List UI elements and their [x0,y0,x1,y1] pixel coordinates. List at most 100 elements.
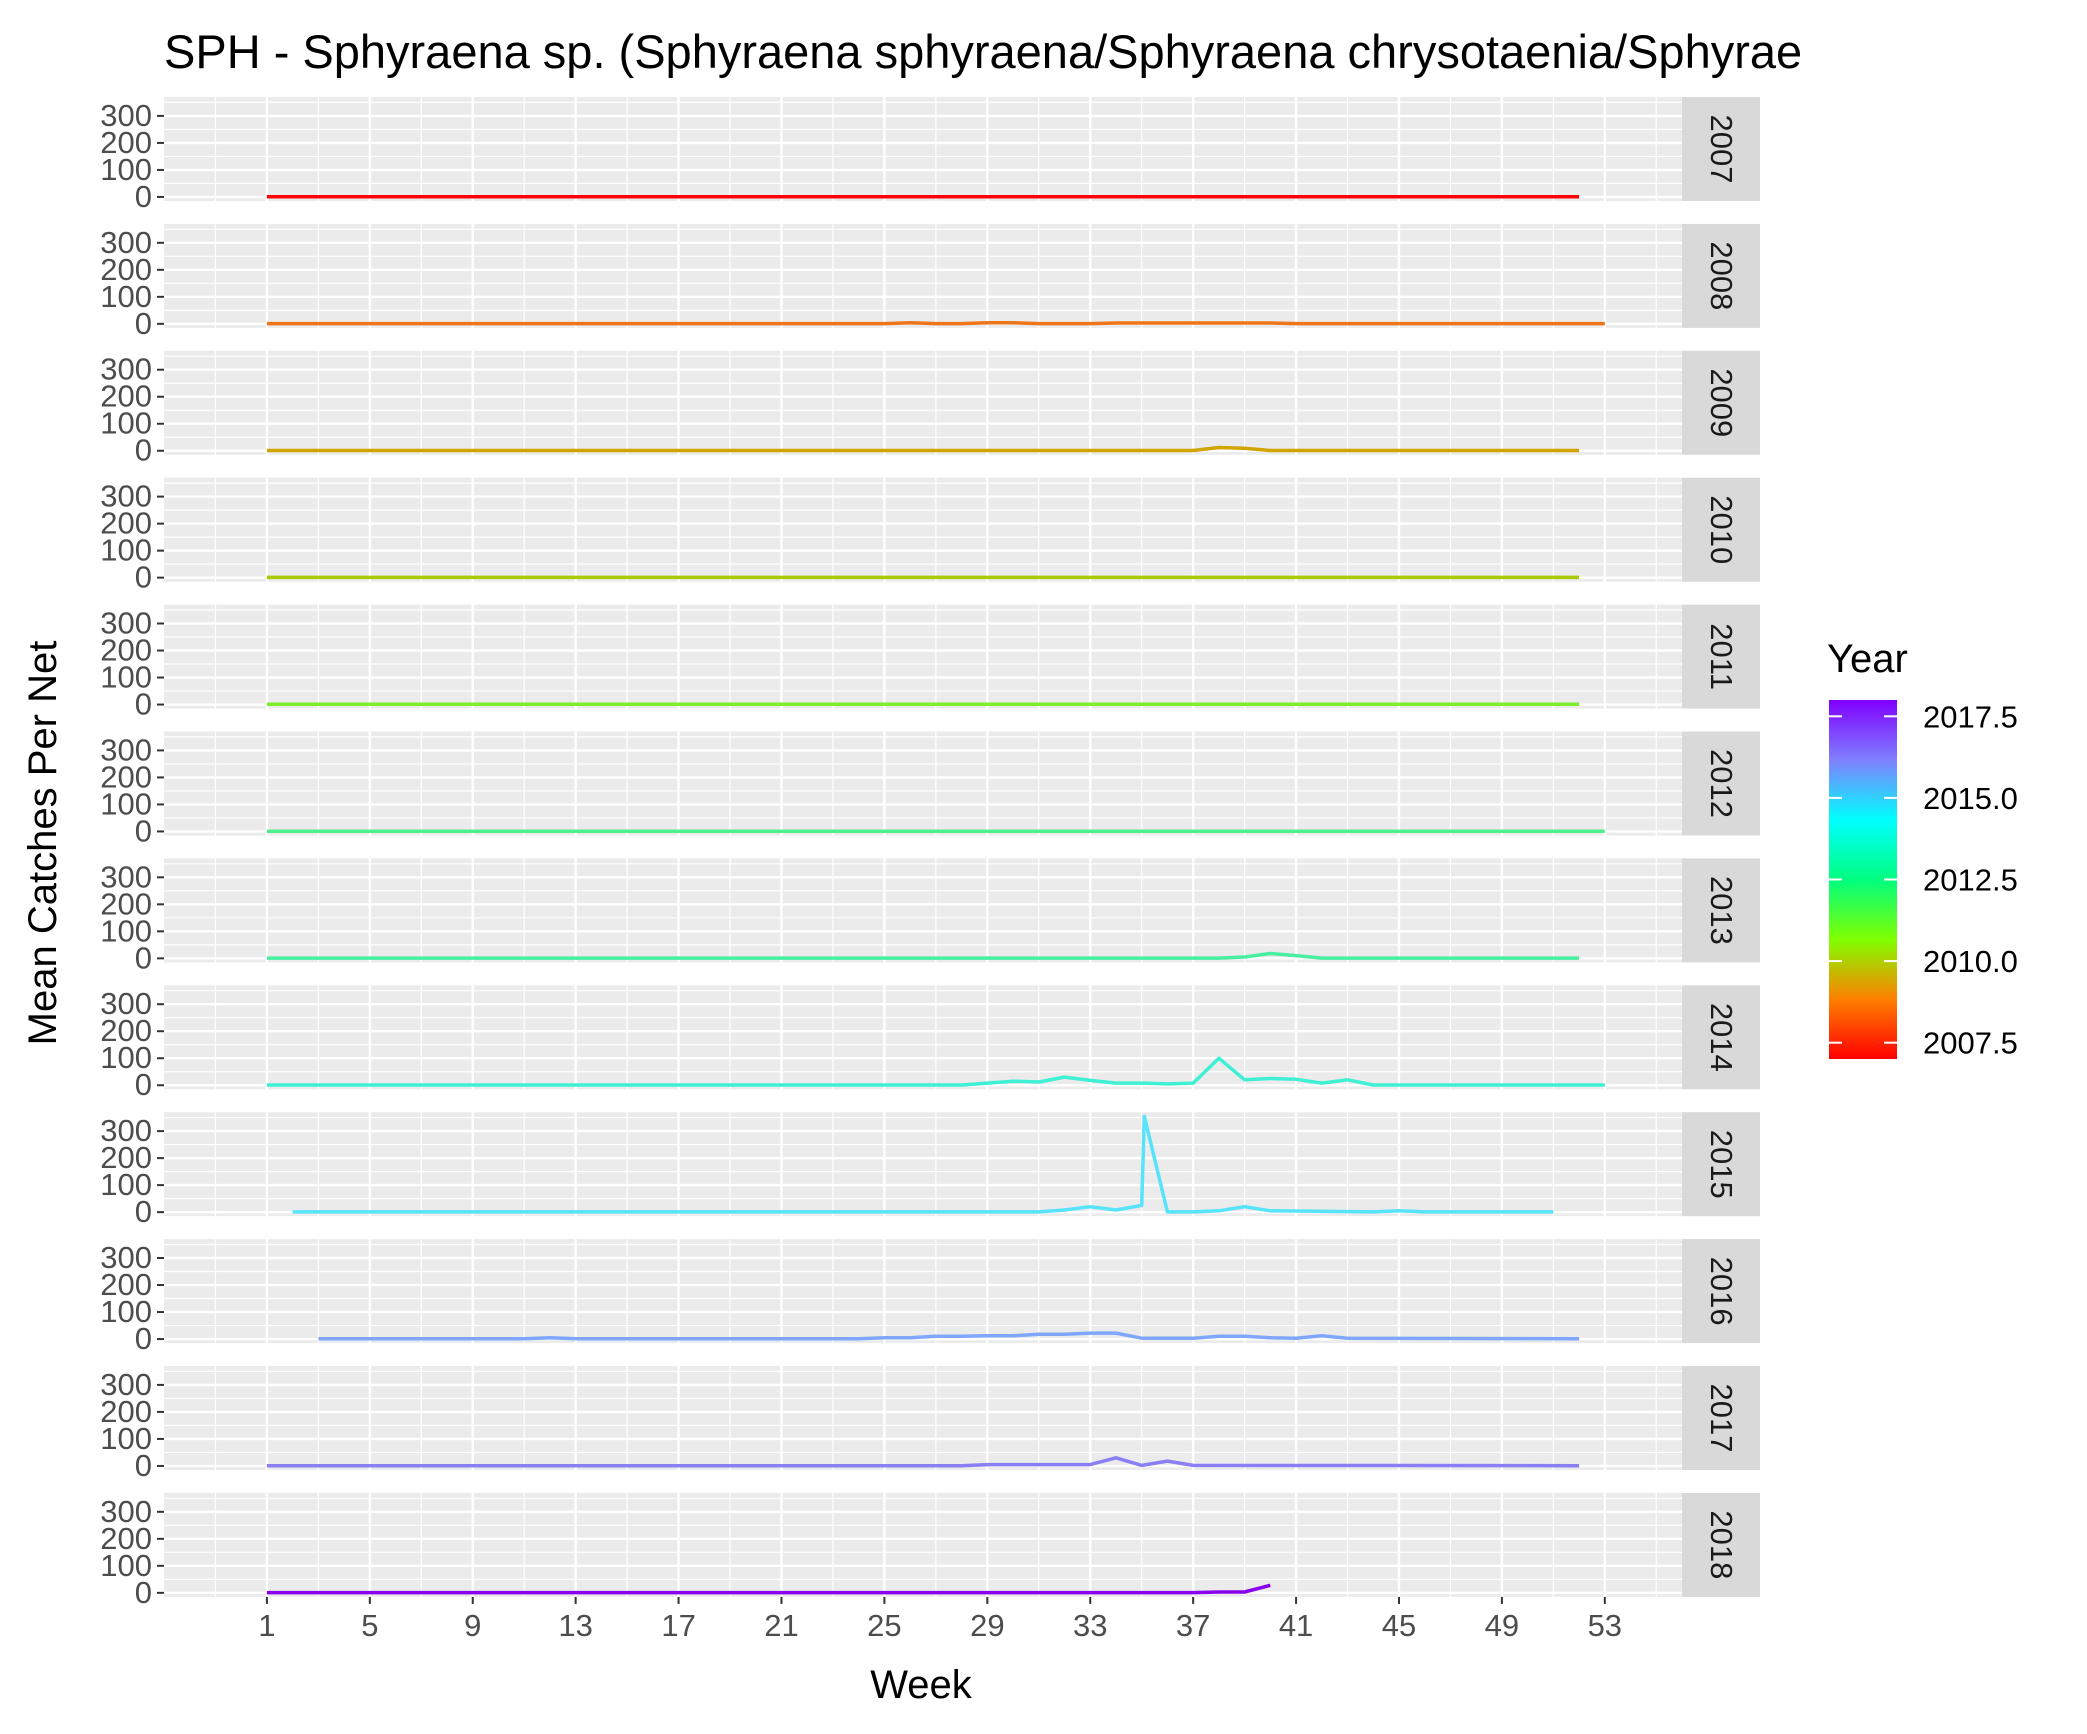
series-line-2016 [318,1331,1580,1341]
facet-strip-label: 2018 [1704,1510,1739,1579]
x-tick-label: 29 [970,1608,1004,1643]
y-tick-label: 100 [100,533,152,568]
x-tick-label: 13 [558,1608,592,1643]
panel-background [164,731,1682,836]
y-tick-label: 200 [100,759,152,794]
y-tick-label: 300 [100,225,152,260]
y-tick-label: 200 [100,1140,152,1175]
facet-strip-label: 2010 [1704,495,1739,564]
panel-background [164,223,1682,328]
y-tick-label: 300 [100,1494,152,1529]
x-tick-label: 53 [1588,1608,1622,1643]
facet-strip [1682,604,1760,709]
panel-background [164,477,1682,582]
y-tick-label: 300 [100,986,152,1021]
facet-strip-label: 2015 [1704,1130,1739,1199]
y-tick-label: 100 [100,1167,152,1202]
series-line-2017 [266,1456,1580,1468]
y-tick-label: 100 [100,1548,152,1583]
y-tick-label: 100 [100,786,152,821]
facet-strip-label: 2014 [1704,1003,1739,1072]
y-tick-label: 100 [100,279,152,314]
y-tick-label: 0 [135,1194,152,1229]
panel-background [164,858,1682,963]
x-tick-label: 1 [258,1608,275,1643]
y-tick-label: 200 [100,506,152,541]
x-axis-title: Week [870,1663,973,1707]
y-tick-label: 0 [135,433,152,468]
facet-strip [1682,477,1760,582]
panel-background [164,350,1682,455]
series-line-2008 [266,321,1605,326]
y-tick-label: 100 [100,1294,152,1329]
y-tick-label: 0 [135,813,152,848]
legend-label: 2012.5 [1923,863,2018,898]
series-line-2018 [266,1583,1271,1595]
facet-strip-label: 2013 [1704,876,1739,945]
y-tick-label: 0 [135,306,152,341]
series-line-2015 [292,1114,1554,1214]
y-tick-label: 0 [135,179,152,214]
x-tick-label: 41 [1279,1608,1313,1643]
facet-strip [1682,1112,1760,1217]
y-tick-label: 200 [100,1267,152,1302]
y-tick-label: 200 [100,1394,152,1429]
y-tick-label: 0 [135,1067,152,1102]
x-tick-label: 33 [1073,1608,1107,1643]
y-tick-label: 200 [100,252,152,287]
series-line-2013 [266,951,1580,960]
y-axis-title: Mean Catches Per Net [21,641,65,1046]
legend-label: 2007.5 [1923,1026,2018,1061]
series-line-2009 [266,445,1580,453]
y-tick-label: 0 [135,687,152,722]
legend-ticks: 2017.5 2015.0 2012.5 2010.0 2007.5 [1829,699,2018,1061]
y-tick-label: 200 [100,125,152,160]
x-tick-label: 45 [1382,1608,1416,1643]
panel-background [164,97,1682,201]
legend: Year 2017.5 2015.0 2012.5 2010.0 2007.5 [1827,637,2018,1061]
facet-strip [1682,223,1760,328]
x-tick-label: 9 [464,1608,481,1643]
facet-strip-label: 2008 [1704,241,1739,310]
y-tick-label: 0 [135,1321,152,1356]
x-tick-label: 5 [361,1608,378,1643]
panel-background [164,1112,1682,1217]
y-tick-label: 0 [135,1575,152,1610]
panel-background [164,1492,1682,1597]
y-tick-label: 100 [100,1421,152,1456]
y-tick-label: 200 [100,1521,152,1556]
facet-strip-label: 2011 [1704,623,1739,690]
y-tick-label: 100 [100,913,152,948]
y-tick-label: 300 [100,1240,152,1275]
y-tick-label: 100 [100,1040,152,1075]
panel-background [164,1366,1682,1470]
facet-strip [1682,1366,1760,1470]
y-tick-label: 100 [100,406,152,441]
legend-label: 2017.5 [1923,699,2018,734]
x-tick-label: 17 [661,1608,695,1643]
y-tick-label: 100 [100,152,152,187]
panel-background [164,985,1682,1090]
facet-strip-label: 2012 [1704,749,1739,818]
facet-strip [1682,1492,1760,1597]
y-tick-label: 200 [100,1013,152,1048]
facet-strip-label: 2009 [1704,368,1739,437]
facet-strip [1682,97,1760,201]
y-tick-label: 200 [100,379,152,414]
y-tick-label: 200 [100,886,152,921]
y-tick-label: 0 [135,940,152,975]
facet-strip [1682,350,1760,455]
